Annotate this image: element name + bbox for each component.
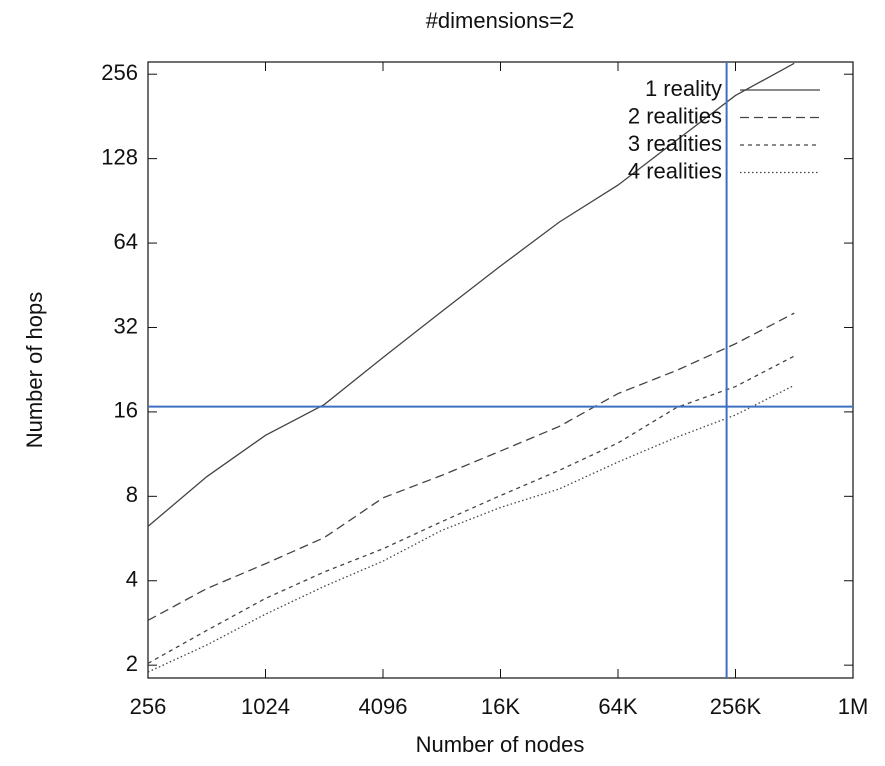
y-tick-label: 16 [114, 398, 138, 423]
series-line [148, 355, 795, 664]
legend-label: 3 realities [628, 131, 722, 156]
x-tick-label: 1M [838, 694, 869, 719]
plot-frame [147, 61, 854, 679]
legend-label: 1 reality [645, 76, 722, 101]
y-axis-label: Number of hops [22, 292, 47, 449]
x-axis-label: Number of nodes [416, 732, 585, 757]
y-tick-label: 32 [114, 313, 138, 338]
x-tick-label: 256 [130, 694, 167, 719]
chart-title: #dimensions=2 [426, 8, 575, 33]
x-tick-label: 1024 [241, 694, 290, 719]
y-tick-label: 4 [126, 567, 138, 592]
y-tick-label: 128 [101, 144, 138, 169]
series-line [148, 384, 795, 673]
x-tick-label: 16K [481, 694, 520, 719]
series-line [148, 62, 795, 527]
y-tick-label: 256 [101, 60, 138, 85]
x-tick-label: 64K [598, 694, 637, 719]
legend-label: 4 realities [628, 158, 722, 183]
y-tick-label: 64 [114, 229, 138, 254]
legend-label: 2 realities [628, 103, 722, 128]
series-line [148, 312, 795, 621]
y-tick-label: 8 [126, 482, 138, 507]
x-tick-label: 4096 [359, 694, 408, 719]
x-tick-label: 256K [710, 694, 762, 719]
plot-area [148, 62, 795, 673]
y-tick-label: 2 [126, 651, 138, 676]
